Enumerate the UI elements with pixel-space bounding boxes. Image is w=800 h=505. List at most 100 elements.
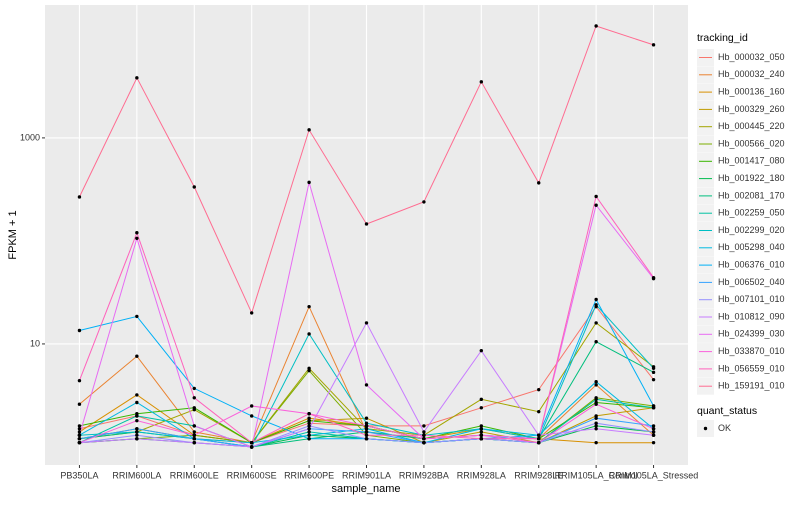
data-point (135, 314, 139, 319)
data-point (594, 340, 598, 344)
data-point (307, 332, 311, 336)
data-point (364, 383, 369, 387)
point-legend-title: quant_status (697, 405, 757, 417)
data-point (192, 430, 196, 434)
y-tick-label: 1000 (20, 132, 40, 142)
legend-label: Hb_002259_050 (718, 208, 785, 218)
data-point (651, 424, 656, 428)
data-point (422, 433, 426, 437)
x-tick-label: RRIM901LA (342, 470, 391, 480)
data-point (537, 387, 541, 392)
data-point (77, 328, 82, 333)
data-point (479, 397, 484, 402)
data-point (594, 427, 598, 431)
x-tick-label: PB350LA (60, 470, 98, 480)
legend-label: Hb_033870_010 (718, 346, 785, 356)
data-point (192, 424, 196, 428)
data-point (364, 321, 369, 325)
data-point (192, 386, 196, 391)
legend-label: OK (718, 423, 731, 433)
data-point (651, 430, 656, 434)
data-point (594, 440, 598, 445)
y-tick-label: 10 (30, 338, 40, 348)
legend-label: Hb_005298_040 (718, 242, 785, 252)
data-point (307, 430, 311, 434)
data-point (594, 203, 598, 207)
data-point (651, 433, 656, 437)
data-point (594, 421, 598, 425)
data-point (364, 433, 369, 437)
data-point (594, 303, 598, 307)
x-tick-label: RRIM105LA_Control (555, 470, 638, 480)
data-point (77, 195, 82, 199)
data-point (135, 354, 139, 358)
data-point (307, 418, 311, 423)
data-point (594, 383, 598, 387)
data-point (594, 321, 598, 325)
x-tick-label: RRIM600LE (170, 470, 219, 480)
data-point (135, 236, 139, 241)
legend-label: Hb_002299_020 (718, 225, 785, 235)
data-point (537, 437, 541, 441)
data-point (364, 416, 369, 420)
data-point (422, 440, 426, 445)
data-point (594, 297, 598, 302)
legend-title: tracking_id (697, 32, 748, 44)
data-point (364, 437, 369, 441)
data-point (651, 440, 656, 445)
x-tick-label: RRIM105LA_Stressed (609, 470, 699, 480)
data-point (594, 379, 598, 384)
data-point (651, 404, 656, 408)
data-point (249, 414, 254, 418)
data-point (479, 433, 484, 437)
data-point (594, 402, 598, 406)
data-point (77, 430, 82, 434)
data-point (307, 437, 311, 441)
legend-label: Hb_001922_180 (718, 173, 785, 183)
data-point (135, 393, 139, 397)
legend-label: Hb_000032_240 (718, 69, 785, 79)
data-point (307, 304, 311, 309)
data-point (307, 424, 311, 428)
data-point (594, 416, 598, 420)
legend-label: Hb_056559_010 (718, 363, 785, 373)
data-point (77, 437, 82, 441)
legend-label: Hb_000329_260 (718, 104, 785, 114)
data-point (307, 366, 311, 371)
data-point (594, 194, 598, 199)
data-point (135, 427, 139, 431)
data-point (364, 430, 369, 434)
data-point (651, 370, 656, 375)
data-point (364, 421, 369, 425)
data-point (249, 445, 254, 449)
data-point (479, 437, 484, 441)
data-point (192, 440, 196, 445)
data-point (135, 76, 139, 80)
data-point (594, 424, 598, 428)
data-point (307, 427, 311, 431)
data-point (651, 366, 656, 371)
x-tick-label: RRIM600PE (284, 470, 334, 480)
data-point (135, 430, 139, 434)
data-point (135, 437, 139, 441)
data-point (364, 427, 369, 431)
legend-label: Hb_024399_030 (718, 329, 785, 339)
data-point (135, 418, 139, 423)
legend-label: Hb_000136_160 (718, 86, 785, 96)
legend-label: Hb_002081_170 (718, 190, 785, 200)
data-point (307, 433, 311, 437)
data-point (479, 80, 484, 84)
data-point (77, 427, 82, 431)
data-point (422, 437, 426, 441)
data-point (135, 414, 139, 418)
legend-label: Hb_010812_090 (718, 311, 785, 321)
legend-label: Hb_006376_010 (718, 259, 785, 269)
data-point (364, 222, 369, 226)
data-point (192, 433, 196, 437)
points (77, 24, 656, 449)
data-point (192, 185, 196, 189)
data-point (77, 402, 82, 406)
data-point (479, 348, 484, 353)
data-point (192, 437, 196, 441)
